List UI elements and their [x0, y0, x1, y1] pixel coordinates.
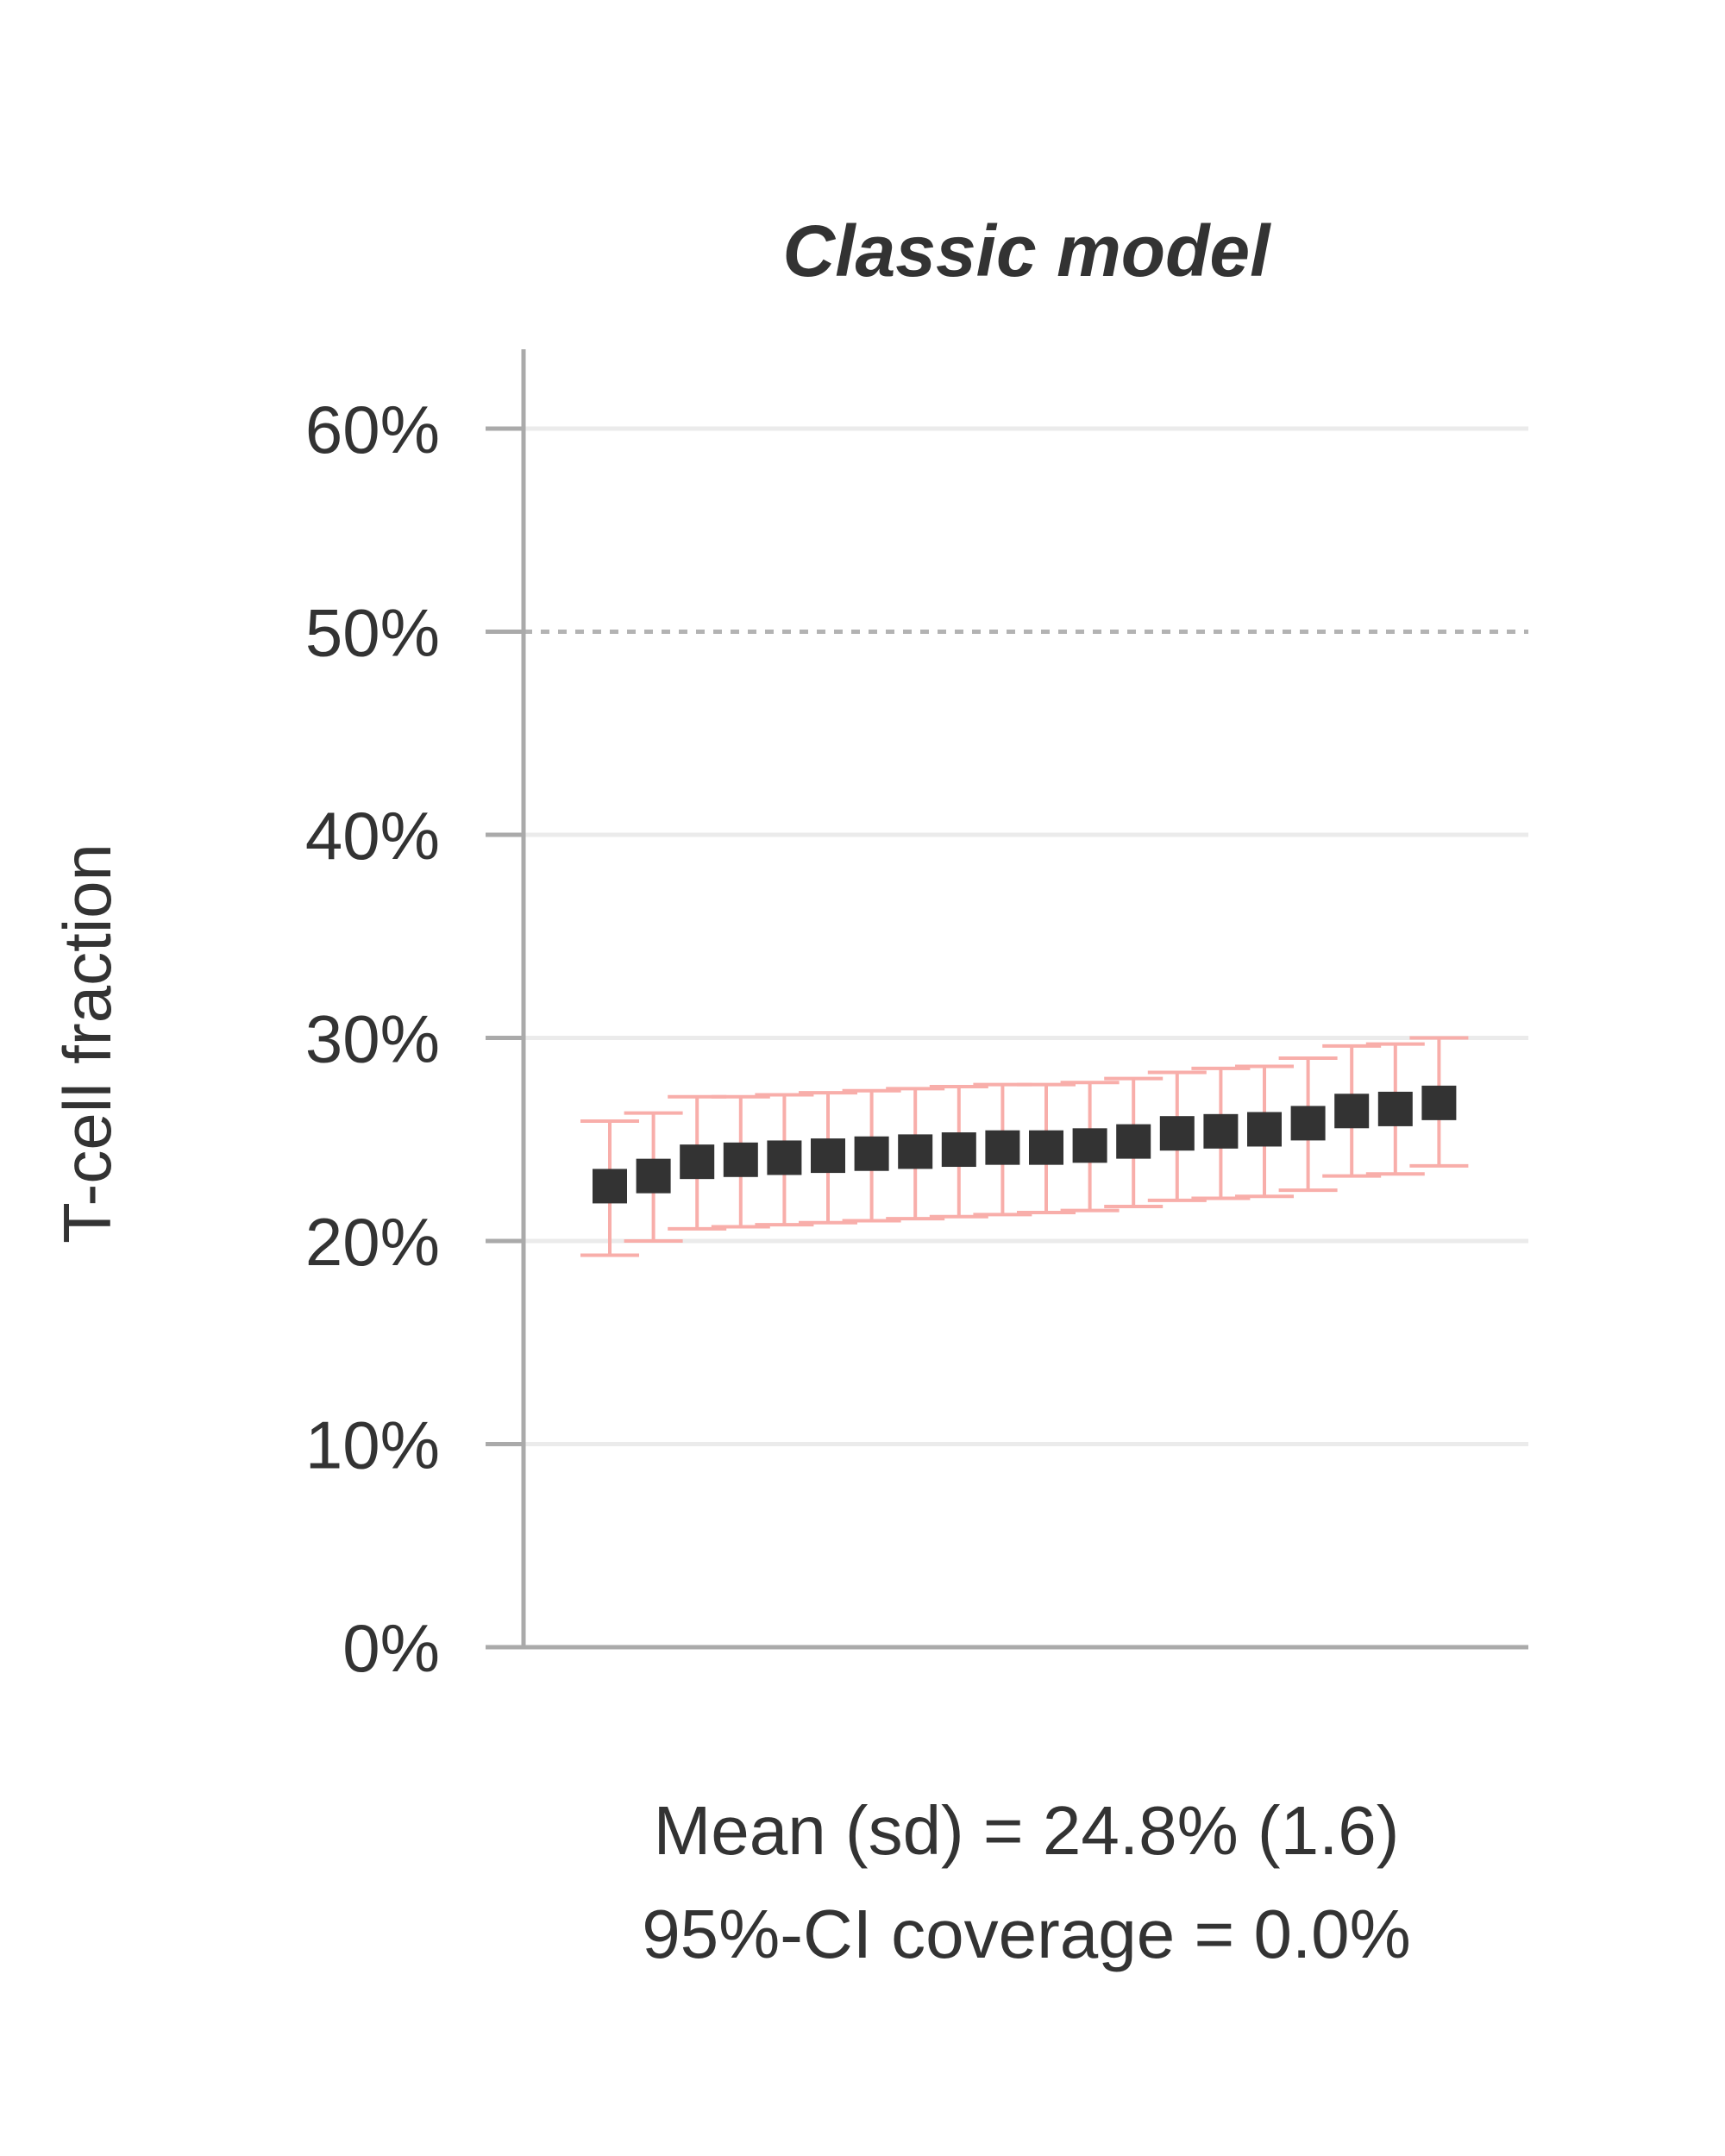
data-point [1421, 1085, 1457, 1120]
caption-ci-coverage: 95%-CI coverage = 0.0% [642, 1896, 1411, 1972]
y-tick-label: 40% [305, 798, 440, 874]
y-tick-label: 30% [305, 1001, 440, 1077]
axes [486, 349, 1528, 1650]
data-point [723, 1142, 758, 1177]
data-point [1247, 1112, 1282, 1147]
data-point [1334, 1094, 1370, 1129]
data-point [941, 1132, 976, 1168]
data-point [1072, 1128, 1107, 1163]
y-tick-label: 10% [305, 1407, 440, 1483]
data-point [1116, 1124, 1151, 1159]
data-point [636, 1158, 671, 1194]
data-point [593, 1169, 627, 1204]
chart-title: Classic model [783, 210, 1272, 291]
y-tick-label: 0% [342, 1610, 440, 1686]
y-tick-label: 50% [305, 595, 440, 671]
data-point [985, 1130, 1020, 1165]
data-point [1029, 1130, 1063, 1165]
data-point [1290, 1106, 1326, 1141]
data-point [680, 1144, 715, 1180]
grid-lines [524, 426, 1528, 1446]
data-point [1377, 1091, 1413, 1126]
y-tick-label: 60% [305, 392, 440, 467]
data-point [767, 1140, 802, 1175]
data-point [854, 1136, 889, 1171]
y-tick-label: 20% [305, 1204, 440, 1280]
data-point [811, 1138, 845, 1174]
y-axis-label: T-cell fraction [49, 843, 125, 1244]
data-point [898, 1134, 933, 1169]
y-ticks: 0% 10% 20% 30% 40% 50% 60% [305, 392, 524, 1686]
data-point [1203, 1113, 1239, 1149]
caption-mean-sd: Mean (sd) = 24.8% (1.6) [654, 1792, 1400, 1869]
data-point [1159, 1116, 1195, 1151]
data-points [593, 1085, 1457, 1204]
